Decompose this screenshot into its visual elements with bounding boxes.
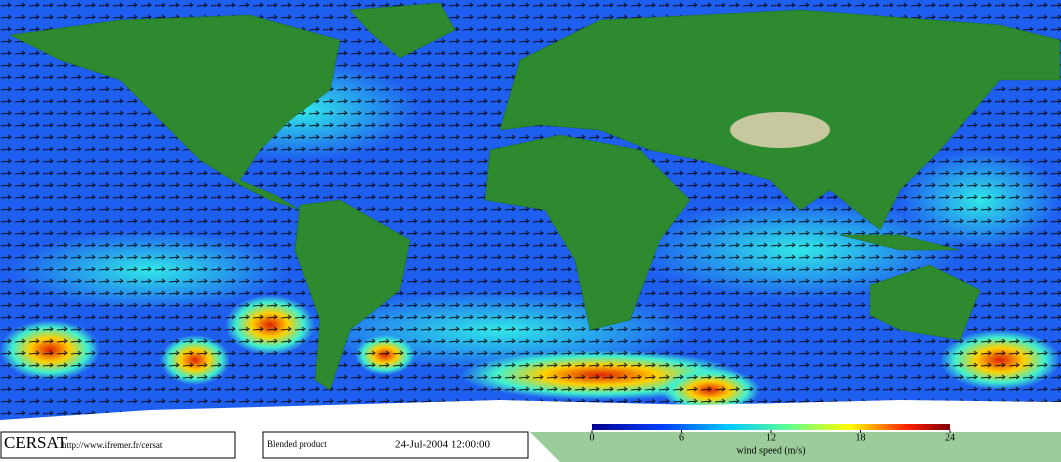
- plateau: [730, 112, 830, 148]
- logo-box: [0, 431, 236, 459]
- colorbar-tick-label: 18: [856, 432, 866, 443]
- logo: CERSAT: [4, 433, 68, 452]
- colorbar-tick-label: 6: [679, 432, 684, 443]
- bottom-land: [530, 432, 1061, 462]
- colorbar-tick-label: 24: [945, 432, 955, 443]
- colorbar-label: wind speed (m/s): [737, 445, 806, 456]
- url: http://www.ifremer.fr/cersat: [62, 440, 163, 450]
- product-box: [262, 431, 529, 459]
- colorbar: [592, 424, 950, 430]
- colorbar-tick-label: 12: [766, 432, 776, 443]
- product-date: 24-Jul-2004 12:00:00: [395, 439, 491, 451]
- colorbar-tick-label: 0: [590, 432, 595, 443]
- product-name: Blended product: [267, 439, 327, 449]
